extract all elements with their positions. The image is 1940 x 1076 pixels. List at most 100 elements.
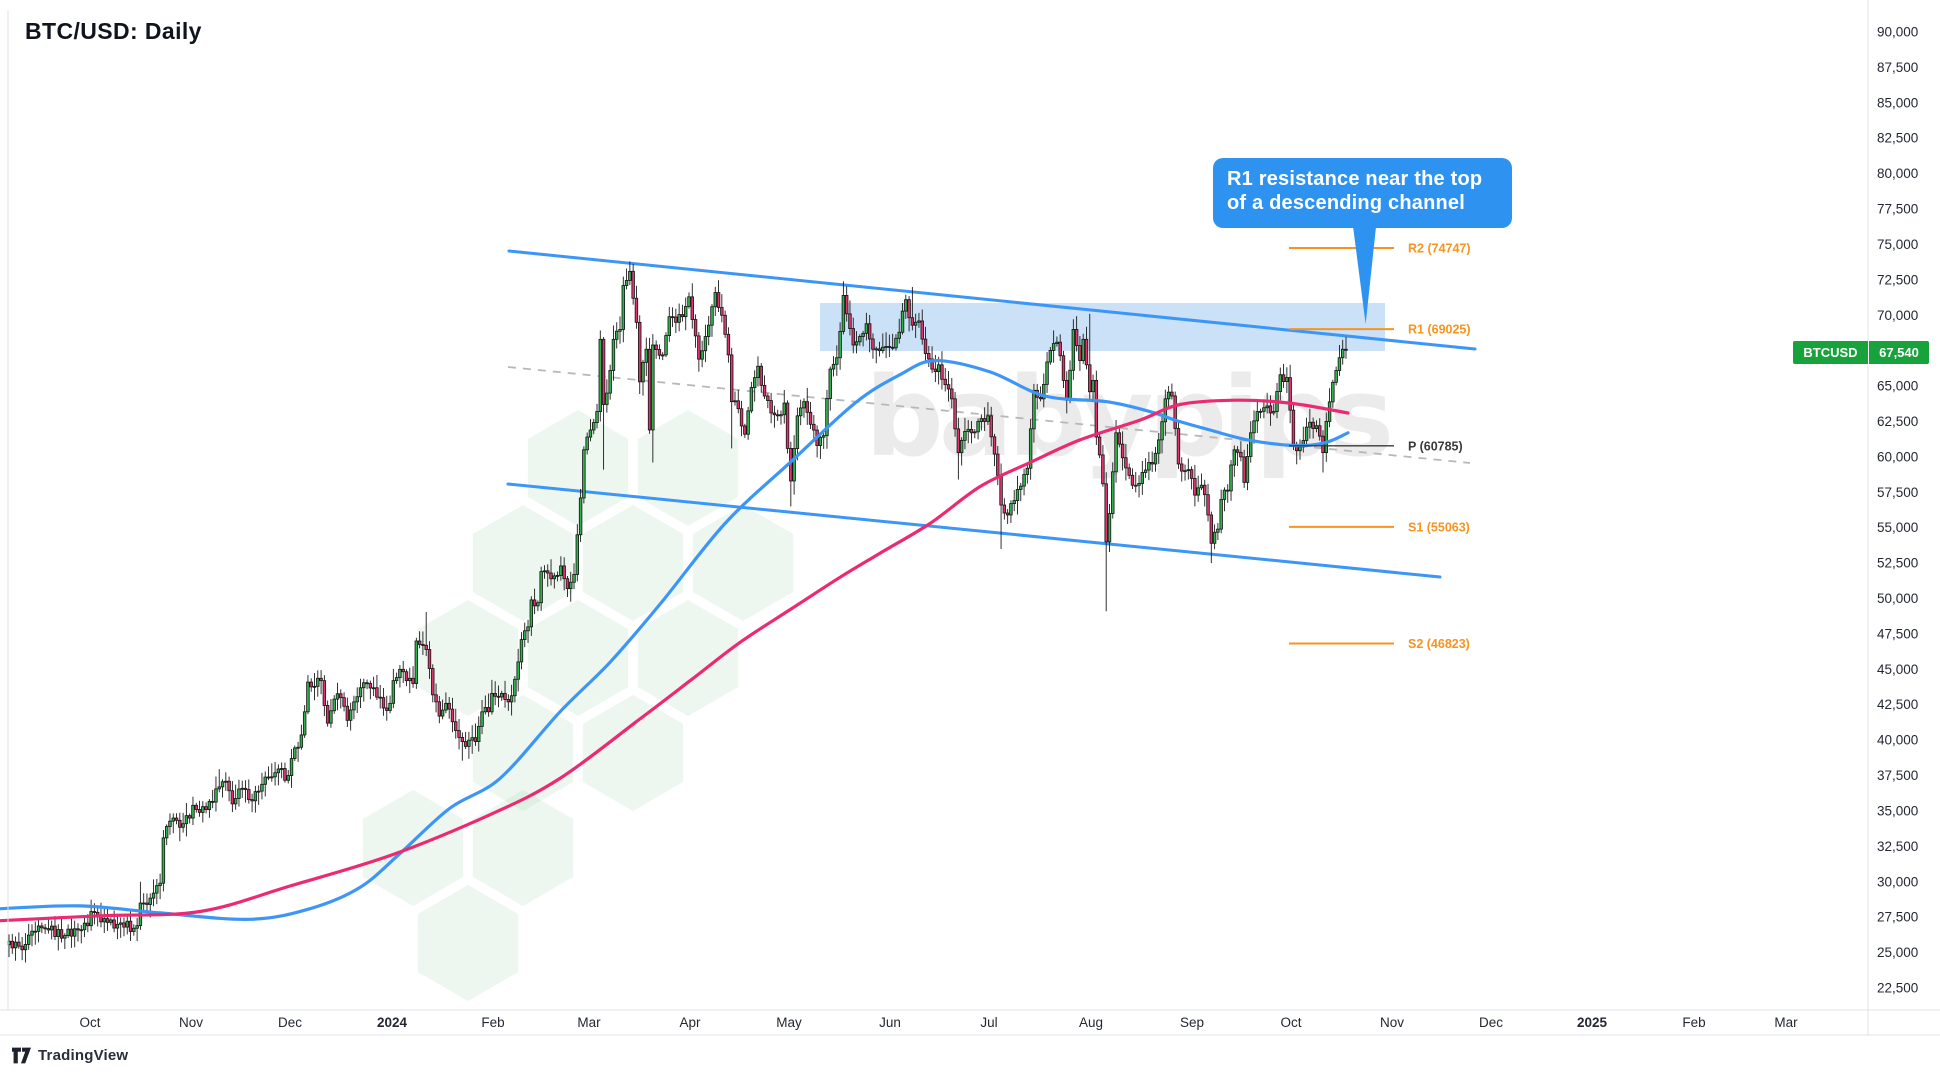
candle-body bbox=[296, 746, 300, 749]
candle-body bbox=[969, 428, 974, 434]
tradingview-logo[interactable]: TradingView bbox=[12, 1047, 128, 1064]
candle-body bbox=[391, 680, 396, 704]
annotation-callout[interactable]: R1 resistance near the top of a descendi… bbox=[1213, 158, 1512, 228]
price-tick-label: 35,000 bbox=[1877, 803, 1918, 818]
candle-body bbox=[664, 335, 668, 356]
candle-body bbox=[1166, 391, 1171, 400]
candle-body bbox=[1311, 421, 1315, 429]
candle-body bbox=[999, 474, 1003, 506]
candle-body bbox=[378, 696, 382, 699]
candle-body bbox=[362, 682, 366, 689]
candle-body bbox=[207, 800, 212, 810]
candle-body bbox=[437, 701, 442, 717]
candle-body bbox=[930, 358, 934, 370]
candle-body bbox=[171, 817, 175, 822]
candle-body bbox=[1183, 470, 1187, 473]
candle-body bbox=[89, 911, 93, 927]
candle-body bbox=[680, 314, 685, 318]
slow-ma-pink-line[interactable] bbox=[0, 398, 1350, 923]
candle-body bbox=[1249, 432, 1253, 457]
candle-body bbox=[181, 823, 185, 828]
candle-body bbox=[322, 680, 327, 706]
candle-body bbox=[122, 922, 126, 928]
candle-body bbox=[289, 758, 294, 776]
candle-body bbox=[46, 928, 51, 931]
candle-body bbox=[283, 768, 287, 781]
candle-body bbox=[913, 321, 918, 326]
watermark-hexagon bbox=[417, 600, 519, 716]
candle-body bbox=[736, 400, 740, 410]
candle-body bbox=[779, 414, 783, 417]
candle-body bbox=[335, 693, 340, 700]
watermark-hexagon bbox=[637, 410, 739, 526]
candle-body bbox=[838, 331, 842, 359]
candle-body bbox=[700, 350, 704, 360]
time-axis[interactable]: Oct Nov Dec 2024 Feb Mar Apr May Jun Jul Aug Sep Oct… bbox=[79, 1015, 1798, 1030]
candle-body bbox=[618, 329, 622, 332]
symbol-badge[interactable]: BTCUSD bbox=[1793, 341, 1868, 364]
candle-body bbox=[749, 387, 754, 412]
candle-body bbox=[1153, 452, 1158, 465]
candle-body bbox=[634, 297, 639, 323]
candle-body bbox=[992, 436, 997, 455]
candle-body bbox=[1137, 483, 1141, 486]
last-price-badge[interactable]: 67,540 bbox=[1869, 341, 1929, 364]
candle-body bbox=[1252, 420, 1256, 434]
candle-body bbox=[940, 364, 944, 380]
candle-body bbox=[1101, 454, 1105, 485]
candle-body bbox=[1341, 348, 1345, 359]
candle-body bbox=[798, 407, 803, 417]
candle-body bbox=[651, 344, 655, 431]
candle-body bbox=[1344, 348, 1348, 351]
price-tick-label: 72,500 bbox=[1877, 272, 1918, 287]
candle-body bbox=[1268, 405, 1273, 414]
candle-body bbox=[1140, 472, 1145, 484]
candle-body bbox=[329, 710, 333, 724]
candle-body bbox=[569, 581, 573, 590]
candle-body bbox=[411, 677, 415, 684]
watermark-hexagon bbox=[417, 885, 519, 1001]
price-axis[interactable]: 90,000 87,500 85,000 82,500 80,000 77,500 75,0… bbox=[1877, 25, 1918, 996]
candle-body bbox=[996, 453, 1000, 476]
price-tick-label: 75,000 bbox=[1877, 237, 1918, 252]
candle-body bbox=[1114, 432, 1118, 473]
candle-body bbox=[821, 435, 826, 438]
candle-body bbox=[1005, 512, 1010, 516]
price-tick-label: 87,500 bbox=[1877, 60, 1918, 75]
candle-body bbox=[454, 721, 458, 731]
watermark-hexagon bbox=[637, 600, 739, 716]
candle-body bbox=[828, 368, 832, 399]
candle-body bbox=[1002, 504, 1007, 514]
candle-body bbox=[677, 314, 681, 323]
candle-body bbox=[989, 415, 993, 438]
candle-body bbox=[1084, 338, 1089, 366]
price-tick-label: 32,500 bbox=[1877, 839, 1918, 854]
time-tick-label: Jun bbox=[879, 1015, 901, 1030]
candle-body bbox=[720, 307, 724, 316]
candle-body bbox=[477, 725, 481, 742]
candle-body bbox=[1107, 513, 1112, 543]
channel-upper-line[interactable] bbox=[507, 249, 1477, 351]
candle-body bbox=[986, 415, 990, 422]
candle-body bbox=[299, 734, 304, 748]
price-tick-label: 37,500 bbox=[1877, 768, 1918, 783]
candle-body bbox=[1206, 494, 1210, 516]
candle-body bbox=[1150, 462, 1154, 465]
candle-body bbox=[128, 920, 133, 932]
candle-body bbox=[1304, 426, 1309, 441]
candle-body bbox=[493, 693, 497, 697]
candle-body bbox=[795, 415, 800, 449]
candle-body bbox=[1288, 377, 1292, 411]
candle-body bbox=[463, 741, 468, 747]
candle-body bbox=[164, 826, 169, 839]
candle-body bbox=[1117, 432, 1122, 445]
channel-midline-dashed[interactable] bbox=[507, 366, 1471, 464]
candle-body bbox=[1255, 411, 1259, 422]
fast-ma-blue-line[interactable] bbox=[0, 358, 1350, 921]
channel-lower-line[interactable] bbox=[506, 482, 1442, 579]
candle-body bbox=[1061, 355, 1066, 381]
candle-body bbox=[1058, 341, 1062, 357]
candle-body bbox=[125, 920, 129, 928]
candle-body bbox=[306, 681, 310, 713]
